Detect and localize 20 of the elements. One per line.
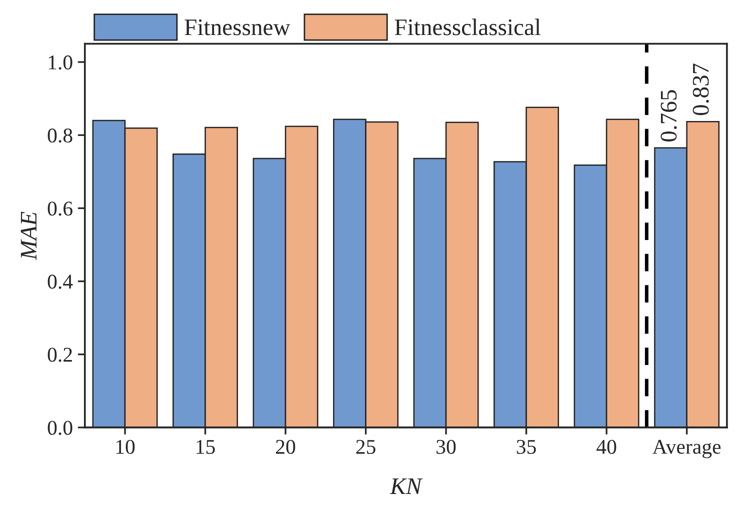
x-axis-title: KN (390, 478, 423, 494)
x-tick-label: 20 (276, 440, 296, 454)
data-label: 0.837 (692, 64, 709, 116)
x-tick-label: 30 (436, 440, 456, 454)
y-tick-label: 0.4 (48, 274, 73, 289)
y-tick-label: 0.8 (48, 128, 72, 143)
legend-label: Fitnessclassical (394, 18, 541, 36)
x-tick-label: 10 (116, 440, 135, 454)
data-label: 0.765 (660, 90, 677, 142)
x-tick-label: 35 (516, 440, 536, 454)
y-tick-label: 0.2 (48, 348, 72, 362)
x-tick-label: 25 (356, 440, 376, 454)
y-axis-title: MAE (20, 212, 36, 260)
legend-label: Fitnessnew (184, 19, 290, 36)
x-tick-label: Average (652, 440, 721, 458)
x-tick-label: 15 (196, 440, 215, 454)
y-tick-label: 0.0 (48, 420, 72, 435)
y-tick-label: 0.6 (48, 202, 72, 216)
y-tick-label: 1.0 (48, 55, 72, 70)
x-tick-label: 40 (596, 440, 616, 454)
